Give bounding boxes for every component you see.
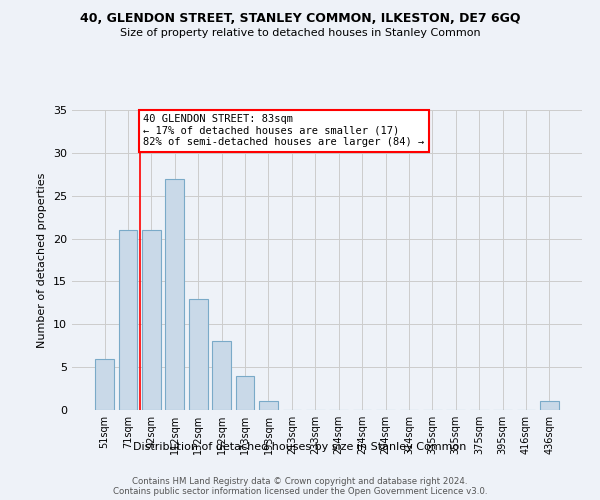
Bar — [119, 230, 137, 410]
Text: 40 GLENDON STREET: 83sqm
← 17% of detached houses are smaller (17)
82% of semi-d: 40 GLENDON STREET: 83sqm ← 17% of detach… — [143, 114, 424, 148]
Text: Size of property relative to detached houses in Stanley Common: Size of property relative to detached ho… — [119, 28, 481, 38]
Text: 40, GLENDON STREET, STANLEY COMMON, ILKESTON, DE7 6GQ: 40, GLENDON STREET, STANLEY COMMON, ILKE… — [80, 12, 520, 26]
Text: Contains public sector information licensed under the Open Government Licence v3: Contains public sector information licen… — [113, 486, 487, 496]
Bar — [259, 402, 278, 410]
Text: Distribution of detached houses by size in Stanley Common: Distribution of detached houses by size … — [133, 442, 467, 452]
Bar — [212, 342, 231, 410]
Bar — [540, 402, 559, 410]
Text: Contains HM Land Registry data © Crown copyright and database right 2024.: Contains HM Land Registry data © Crown c… — [132, 476, 468, 486]
Y-axis label: Number of detached properties: Number of detached properties — [37, 172, 47, 348]
Bar — [95, 358, 114, 410]
Bar — [189, 298, 208, 410]
Bar — [236, 376, 254, 410]
Bar — [166, 178, 184, 410]
Bar — [142, 230, 161, 410]
